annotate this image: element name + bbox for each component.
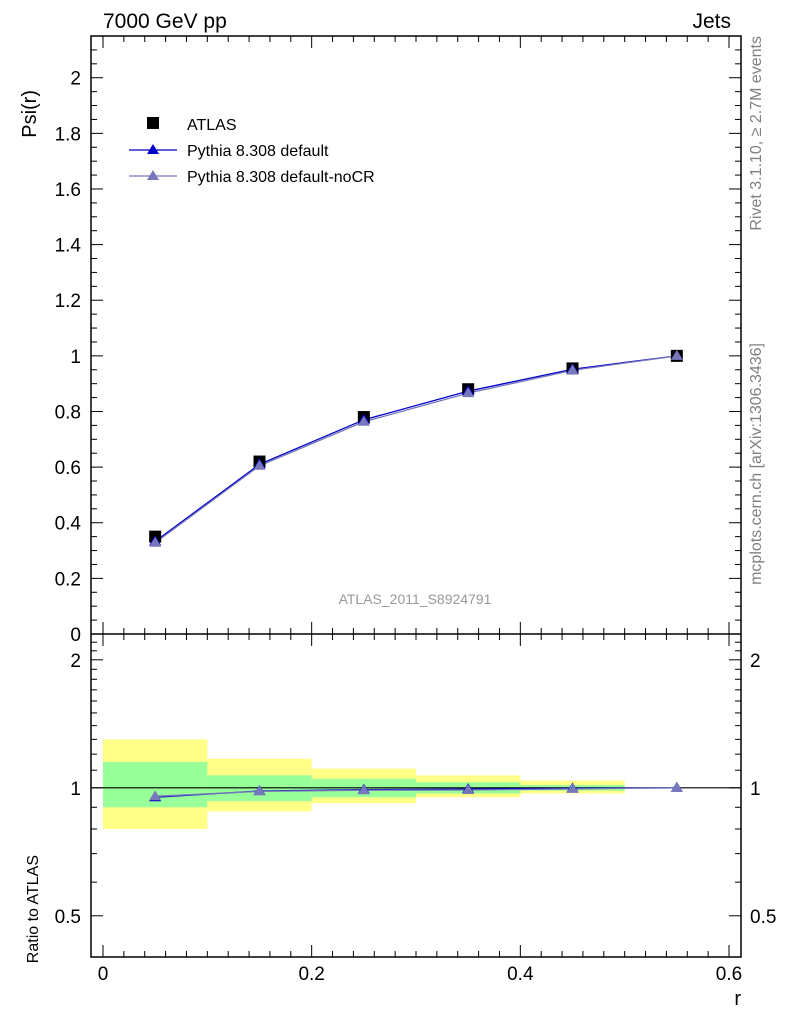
header-right: Jets (692, 10, 731, 33)
main-y-tick-label: 1.2 (55, 291, 81, 312)
ratio-y-axis-label: Ratio to ATLAS (25, 855, 42, 963)
main-line-nocr (154, 355, 677, 544)
rivet-version-label: Rivet 3.1.10, ≥ 2.7M events (748, 36, 765, 231)
ratio-nocr-point (357, 784, 370, 795)
main-y-tick-label: 1 (70, 347, 81, 368)
ratio-nocr-point (149, 790, 162, 801)
legend-label-atlas: ATLAS (187, 117, 237, 134)
x-tick-label: 0.6 (716, 964, 742, 985)
x-axis-label: r (734, 988, 741, 1010)
ratio-y-tick-label-right: 0.5 (750, 907, 776, 928)
legend-marker-atlas (147, 117, 159, 129)
ratio-nocr-point (253, 785, 266, 796)
ratio-y-tick-label-right: 1 (750, 779, 761, 800)
ratio-nocr-point (462, 784, 475, 795)
ratio-nocr-point (566, 782, 579, 793)
ratio-y-tick-label-left: 0.5 (55, 907, 81, 928)
legend-marker-default (147, 144, 159, 154)
main-y-tick-label: 0.8 (55, 402, 81, 423)
legend-marker-nocr (147, 170, 159, 180)
axes: 0 0.2 0.4 0.6 0.8 1 1.2 1.4 1.6 1.8 2 0 0.2 0.4 0.6 0.5… (55, 35, 776, 985)
nocr-point (566, 364, 579, 375)
ratio-y-tick-label-left: 1 (70, 779, 81, 800)
nocr-point (357, 415, 370, 426)
analysis-id-label: ATLAS_2011_S8924791 (339, 591, 492, 607)
ratio-line-nocr (155, 787, 677, 797)
main-y-tick-label: 1.8 (55, 124, 81, 145)
nocr-point (462, 387, 475, 398)
legend-label-nocr: Pythia 8.308 default-noCR (187, 169, 375, 186)
mcplots-reference-label: mcplots.cern.ch [arXiv:1306.3436] (748, 343, 765, 585)
main-y-tick-label: 0.4 (55, 514, 82, 535)
main-line-default (154, 355, 677, 542)
x-tick-label: 0.4 (507, 964, 534, 985)
main-y-tick-label: 0 (70, 625, 81, 646)
nocr-point (670, 349, 683, 360)
ratio-y-tick-label-right: 2 (750, 651, 761, 672)
main-y-tick-label: 1.4 (55, 236, 82, 257)
legend-label-default: Pythia 8.308 default (187, 143, 329, 160)
main-y-tick-label: 1.6 (55, 180, 81, 201)
nocr-point (149, 536, 162, 547)
main-y-tick-label: 0.2 (55, 569, 81, 590)
main-y-tick-label: 2 (70, 69, 81, 90)
nocr-point (253, 459, 266, 470)
x-tick-label: 0.2 (298, 964, 324, 985)
x-tick-label: 0 (98, 964, 109, 985)
header-left: 7000 GeV pp (103, 10, 227, 33)
main-y-tick-label: 0.6 (55, 458, 81, 479)
ratio-y-tick-label-left: 2 (70, 651, 81, 672)
legend: ATLAS Pythia 8.308 default Pythia 8.308 … (129, 117, 375, 186)
ratio-nocr-point (670, 781, 683, 792)
main-y-axis-label: Psi(r) (19, 90, 41, 138)
data-series (91, 349, 741, 802)
